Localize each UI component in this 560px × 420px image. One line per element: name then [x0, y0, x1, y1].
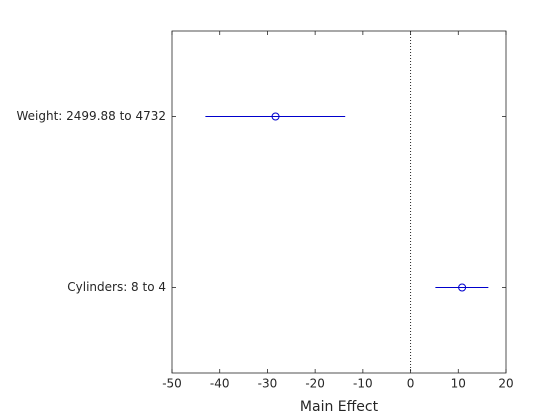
x-axis-label: Main Effect: [300, 399, 379, 415]
effect-marker: [458, 283, 467, 292]
axes-box: [171, 30, 507, 374]
y-tick-label: Weight: 2499.88 to 4732: [16, 109, 166, 123]
x-tick-label: -30: [258, 377, 278, 391]
x-tick-label: -40: [210, 377, 230, 391]
x-tick-label: -20: [305, 377, 325, 391]
x-tick-label: 0: [407, 377, 415, 391]
x-tick-label: -10: [353, 377, 373, 391]
x-tick-label: 10: [451, 377, 466, 391]
x-tick-label: 20: [498, 377, 513, 391]
x-tick-label: -50: [162, 377, 182, 391]
y-tick-label: Cylinders: 8 to 4: [67, 280, 166, 294]
effect-marker: [271, 112, 280, 121]
